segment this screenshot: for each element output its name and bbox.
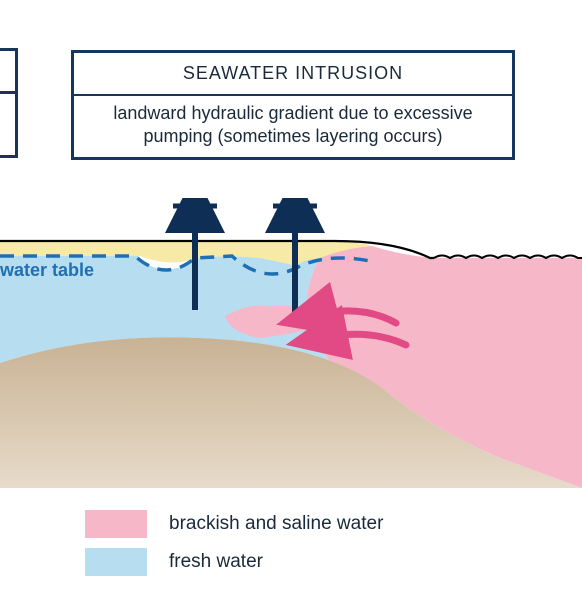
- legend: brackish and saline water fresh water: [85, 510, 383, 586]
- water-table-label: water table: [0, 260, 94, 281]
- legend-swatch-brackish: [85, 510, 147, 538]
- title-subtitle: landward hydraulic gradient due to exces…: [74, 96, 512, 157]
- legend-row-brackish: brackish and saline water: [85, 510, 383, 538]
- legend-row-fresh: fresh water: [85, 548, 383, 576]
- legend-swatch-fresh: [85, 548, 147, 576]
- left-partial-box: [0, 48, 18, 158]
- left-box-divider: [0, 91, 15, 94]
- title-box: SEAWATER INTRUSION landward hydraulic gr…: [71, 50, 515, 160]
- sea-surface-waves: [434, 256, 582, 259]
- title-main: SEAWATER INTRUSION: [74, 53, 512, 94]
- intrusion-diagram: [0, 198, 582, 488]
- legend-label-brackish: brackish and saline water: [169, 513, 383, 535]
- legend-label-fresh: fresh water: [169, 551, 263, 573]
